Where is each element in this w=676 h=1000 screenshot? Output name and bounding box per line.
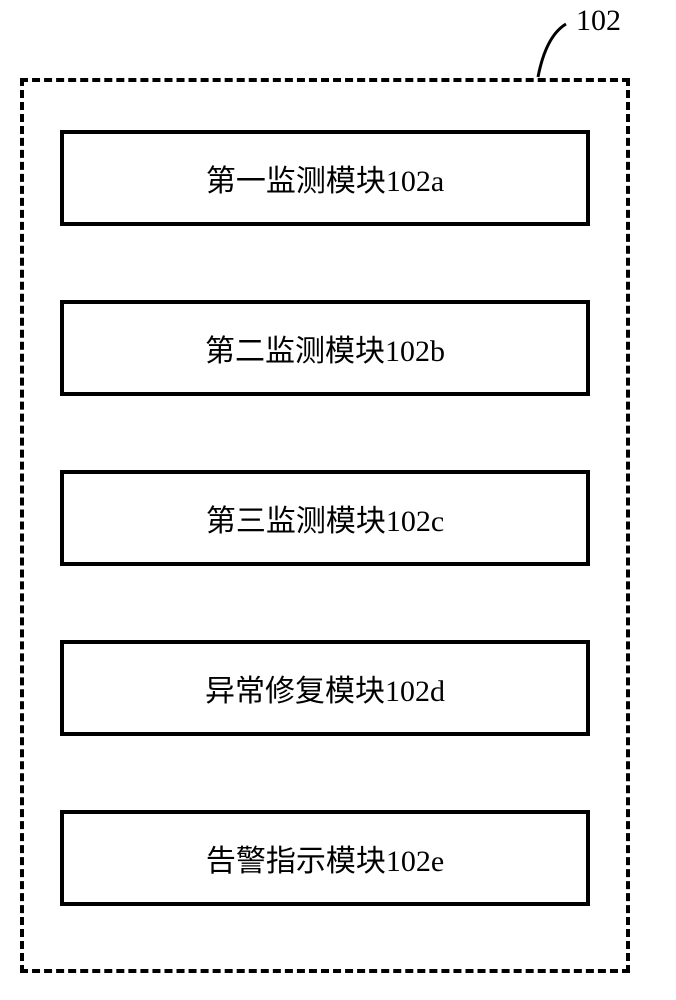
module-label: 第一监测模块102a [206, 156, 444, 200]
module-102c: 第三监测模块102c [60, 470, 590, 566]
module-label: 异常修复模块102d [205, 666, 445, 710]
module-label: 第三监测模块102c [206, 496, 444, 540]
module-102b: 第二监测模块102b [60, 300, 590, 396]
container-ref-label: 102 [576, 4, 621, 38]
diagram-canvas: 102 第一监测模块102a 第二监测模块102b 第三监测模块102c 异常修… [0, 0, 676, 1000]
module-102a: 第一监测模块102a [60, 130, 590, 226]
module-label: 第二监测模块102b [205, 326, 445, 370]
module-102e: 告警指示模块102e [60, 810, 590, 906]
module-label: 告警指示模块102e [206, 836, 444, 880]
module-102d: 异常修复模块102d [60, 640, 590, 736]
